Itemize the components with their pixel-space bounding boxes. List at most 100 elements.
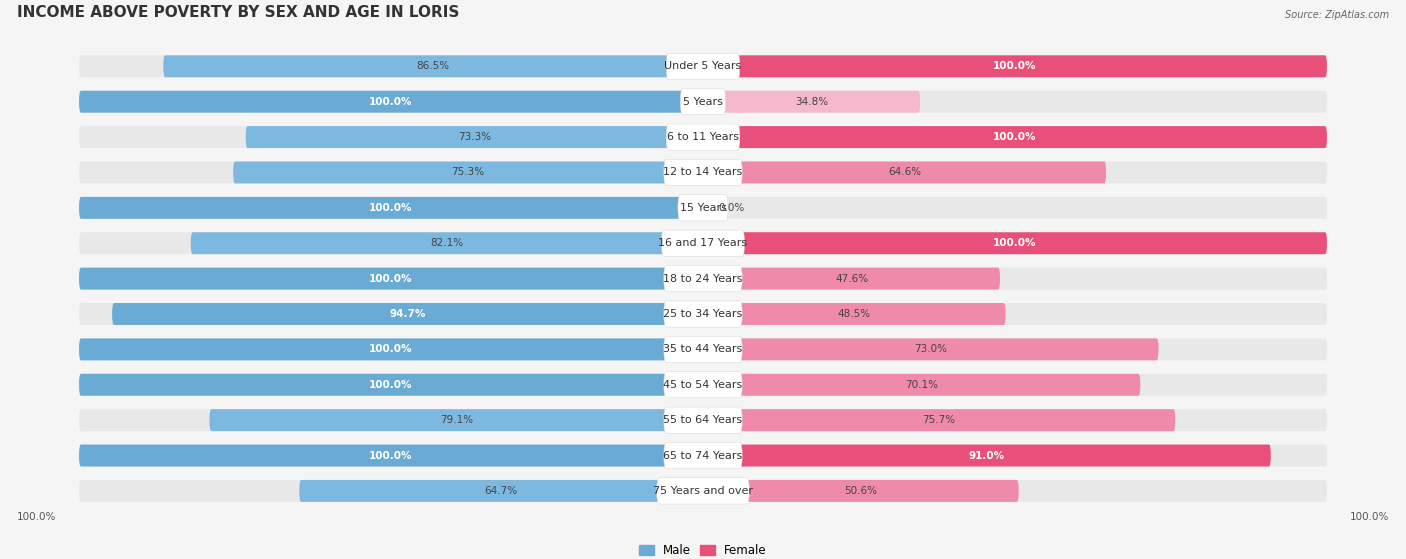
FancyBboxPatch shape — [703, 162, 1327, 183]
FancyBboxPatch shape — [661, 230, 745, 257]
FancyBboxPatch shape — [79, 374, 703, 396]
FancyBboxPatch shape — [209, 409, 703, 431]
Text: 100.0%: 100.0% — [17, 513, 56, 523]
FancyBboxPatch shape — [703, 303, 1005, 325]
FancyBboxPatch shape — [664, 407, 742, 433]
FancyBboxPatch shape — [163, 55, 703, 77]
Text: 100.0%: 100.0% — [370, 380, 413, 390]
FancyBboxPatch shape — [703, 197, 1327, 219]
FancyBboxPatch shape — [233, 162, 703, 183]
Text: 15 Years: 15 Years — [679, 203, 727, 213]
Text: 64.6%: 64.6% — [889, 168, 921, 177]
FancyBboxPatch shape — [678, 195, 728, 221]
Text: 65 to 74 Years: 65 to 74 Years — [664, 451, 742, 461]
FancyBboxPatch shape — [664, 266, 742, 292]
FancyBboxPatch shape — [700, 302, 706, 326]
FancyBboxPatch shape — [703, 409, 1175, 431]
FancyBboxPatch shape — [79, 374, 703, 396]
FancyBboxPatch shape — [666, 53, 740, 79]
Text: 50.6%: 50.6% — [845, 486, 877, 496]
FancyBboxPatch shape — [700, 196, 706, 220]
Text: 5 Years: 5 Years — [683, 97, 723, 107]
Text: 86.5%: 86.5% — [416, 61, 450, 72]
FancyBboxPatch shape — [79, 162, 703, 183]
FancyBboxPatch shape — [664, 337, 742, 362]
FancyBboxPatch shape — [700, 409, 706, 432]
Text: 55 to 64 Years: 55 to 64 Years — [664, 415, 742, 425]
FancyBboxPatch shape — [79, 444, 703, 467]
FancyBboxPatch shape — [79, 268, 703, 290]
FancyBboxPatch shape — [703, 409, 1327, 431]
FancyBboxPatch shape — [700, 373, 706, 396]
Text: 73.0%: 73.0% — [914, 344, 948, 354]
FancyBboxPatch shape — [703, 444, 1327, 467]
FancyBboxPatch shape — [703, 162, 1107, 183]
Text: 100.0%: 100.0% — [1350, 513, 1389, 523]
Text: 100.0%: 100.0% — [370, 451, 413, 461]
FancyBboxPatch shape — [79, 126, 703, 148]
FancyBboxPatch shape — [700, 444, 706, 467]
Text: 82.1%: 82.1% — [430, 238, 464, 248]
Text: 70.1%: 70.1% — [905, 380, 938, 390]
FancyBboxPatch shape — [79, 197, 703, 219]
Text: 45 to 54 Years: 45 to 54 Years — [664, 380, 742, 390]
FancyBboxPatch shape — [700, 90, 706, 113]
FancyBboxPatch shape — [79, 303, 703, 325]
Text: 64.7%: 64.7% — [485, 486, 517, 496]
FancyBboxPatch shape — [703, 338, 1159, 361]
FancyBboxPatch shape — [700, 55, 706, 78]
FancyBboxPatch shape — [299, 480, 703, 502]
FancyBboxPatch shape — [664, 372, 742, 398]
Text: 47.6%: 47.6% — [835, 273, 868, 283]
Text: 100.0%: 100.0% — [993, 132, 1036, 142]
Text: 18 to 24 Years: 18 to 24 Years — [664, 273, 742, 283]
FancyBboxPatch shape — [703, 268, 1327, 290]
FancyBboxPatch shape — [79, 338, 703, 361]
FancyBboxPatch shape — [703, 374, 1140, 396]
FancyBboxPatch shape — [703, 338, 1327, 361]
FancyBboxPatch shape — [703, 91, 1327, 113]
FancyBboxPatch shape — [79, 444, 703, 467]
Text: 35 to 44 Years: 35 to 44 Years — [664, 344, 742, 354]
FancyBboxPatch shape — [703, 232, 1327, 254]
Text: INCOME ABOVE POVERTY BY SEX AND AGE IN LORIS: INCOME ABOVE POVERTY BY SEX AND AGE IN L… — [17, 5, 458, 20]
Text: 12 to 14 Years: 12 to 14 Years — [664, 168, 742, 177]
FancyBboxPatch shape — [79, 480, 703, 502]
FancyBboxPatch shape — [700, 338, 706, 361]
FancyBboxPatch shape — [703, 55, 1327, 77]
FancyBboxPatch shape — [700, 161, 706, 184]
FancyBboxPatch shape — [657, 478, 749, 504]
Text: Under 5 Years: Under 5 Years — [665, 61, 741, 72]
Text: 100.0%: 100.0% — [370, 97, 413, 107]
FancyBboxPatch shape — [79, 91, 703, 113]
Text: 100.0%: 100.0% — [993, 238, 1036, 248]
FancyBboxPatch shape — [703, 232, 1327, 254]
FancyBboxPatch shape — [681, 88, 725, 115]
Text: Source: ZipAtlas.com: Source: ZipAtlas.com — [1285, 10, 1389, 20]
Text: 94.7%: 94.7% — [389, 309, 426, 319]
FancyBboxPatch shape — [703, 126, 1327, 148]
Text: 75.7%: 75.7% — [922, 415, 956, 425]
FancyBboxPatch shape — [664, 442, 742, 468]
FancyBboxPatch shape — [79, 91, 703, 113]
FancyBboxPatch shape — [79, 197, 703, 219]
Text: 100.0%: 100.0% — [370, 273, 413, 283]
Text: 25 to 34 Years: 25 to 34 Years — [664, 309, 742, 319]
Text: 91.0%: 91.0% — [969, 451, 1005, 461]
Text: 6 to 11 Years: 6 to 11 Years — [666, 132, 740, 142]
FancyBboxPatch shape — [703, 91, 920, 113]
Text: 75 Years and over: 75 Years and over — [652, 486, 754, 496]
Text: 79.1%: 79.1% — [440, 415, 472, 425]
FancyBboxPatch shape — [666, 124, 740, 150]
FancyBboxPatch shape — [703, 480, 1019, 502]
Text: 100.0%: 100.0% — [370, 203, 413, 213]
Text: 73.3%: 73.3% — [458, 132, 491, 142]
Text: 0.0%: 0.0% — [718, 203, 745, 213]
Text: 100.0%: 100.0% — [370, 344, 413, 354]
FancyBboxPatch shape — [703, 268, 1000, 290]
FancyBboxPatch shape — [246, 126, 703, 148]
Text: 34.8%: 34.8% — [794, 97, 828, 107]
FancyBboxPatch shape — [664, 159, 742, 186]
FancyBboxPatch shape — [703, 444, 1271, 467]
FancyBboxPatch shape — [191, 232, 703, 254]
